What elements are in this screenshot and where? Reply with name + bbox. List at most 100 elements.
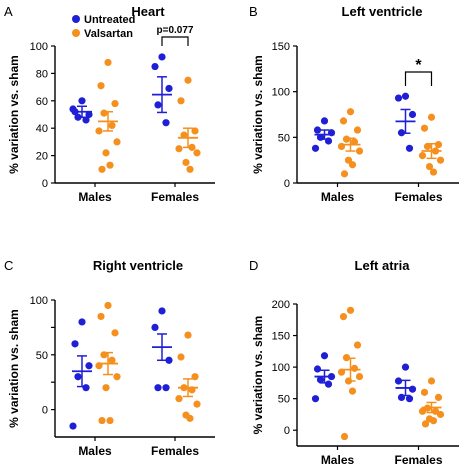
y-tick-label: 100: [272, 362, 290, 374]
data-point: [98, 416, 106, 425]
data-point: [320, 117, 329, 125]
data-point: [158, 307, 166, 315]
y-tick-label: 50: [36, 350, 48, 362]
x-tick-label: Females: [151, 444, 199, 458]
data-point: [71, 340, 79, 348]
data-point: [106, 161, 114, 169]
panel-letter: A: [4, 4, 13, 19]
data-point: [97, 82, 105, 90]
data-point: [111, 99, 119, 108]
data-point: [436, 410, 445, 419]
data-point: [434, 393, 443, 402]
data-point: [350, 364, 359, 372]
data-point: [151, 62, 159, 71]
data-point: [320, 352, 329, 360]
data-point: [425, 162, 434, 171]
data-point: [313, 365, 322, 373]
data-point: [353, 126, 362, 134]
data-point: [191, 127, 199, 135]
data-point: [162, 384, 170, 392]
data-point: [113, 138, 121, 146]
x-tick-label: Males: [321, 453, 355, 467]
data-point: [98, 165, 106, 173]
data-point: [429, 168, 438, 176]
data-point: [394, 94, 403, 102]
x-tick-label: Males: [78, 444, 112, 458]
y-tick-label: 150: [272, 331, 290, 343]
data-point: [339, 117, 348, 125]
significance-label: *: [415, 57, 422, 74]
data-point: [184, 331, 192, 339]
data-point: [311, 395, 320, 403]
data-point: [355, 147, 364, 155]
data-point: [102, 384, 110, 392]
data-point: [78, 97, 86, 105]
data-point: [405, 144, 414, 152]
data-point: [108, 121, 116, 130]
panel-title: Left ventricle: [342, 4, 423, 19]
y-tick-label: 100: [30, 295, 48, 307]
data-point: [85, 110, 93, 119]
x-tick-label: Females: [394, 190, 442, 204]
data-point: [102, 149, 110, 157]
data-point: [316, 376, 325, 384]
legend-label-valsartan: Valsartan: [84, 28, 133, 40]
x-tick-label: Females: [151, 190, 199, 204]
data-point: [405, 395, 414, 403]
data-point: [108, 356, 116, 364]
panel-a: A Heart 0 20 40 60 80 100 % variation vs. sham Ma…: [4, 4, 215, 204]
y-tick-label: 150: [272, 41, 290, 53]
data-point: [175, 395, 183, 403]
significance-label: p=0.077: [157, 25, 194, 36]
y-tick-label: 0: [284, 425, 290, 437]
data-point: [177, 353, 185, 361]
legend-label-untreated: Untreated: [84, 14, 135, 26]
data-point: [165, 356, 173, 364]
panel-d: D Left atria 0 50 100 150 200 % variation vs. s…: [249, 258, 459, 467]
data-point: [111, 329, 119, 337]
panel-letter: B: [249, 4, 258, 19]
data-point: [193, 149, 201, 157]
data-point: [353, 341, 362, 349]
panel-letter: C: [4, 258, 13, 273]
data-point: [436, 156, 445, 164]
data-point: [151, 323, 159, 331]
data-point: [340, 432, 349, 441]
data-point: [100, 109, 108, 117]
data-point: [408, 110, 417, 119]
data-point: [340, 170, 349, 178]
panel-b: B Left ventricle 0 50 100 150 % variation vs. …: [249, 4, 459, 204]
legend: Untreated Valsartan: [72, 14, 135, 40]
x-tick-label: Males: [321, 190, 355, 204]
x-tick-label: Males: [78, 190, 112, 204]
data-point: [165, 84, 173, 93]
data-point: [180, 131, 188, 139]
data-point: [104, 58, 112, 67]
data-point: [418, 152, 427, 160]
y-tick-label: 0: [284, 178, 290, 190]
data-point: [95, 127, 103, 135]
y-tick-label: 80: [36, 68, 48, 80]
data-point: [421, 420, 430, 428]
data-point: [348, 161, 357, 169]
y-tick-label: 50: [278, 132, 290, 144]
data-point: [175, 145, 183, 153]
data-point: [97, 312, 105, 321]
data-point: [346, 108, 355, 116]
data-point: [104, 301, 112, 310]
data-point: [69, 422, 77, 430]
y-tick-label: 100: [272, 87, 290, 99]
data-point: [182, 158, 190, 167]
y-tick-label: 50: [278, 394, 290, 406]
data-point: [420, 388, 429, 396]
data-point: [82, 384, 90, 392]
panel-letter: D: [249, 258, 258, 273]
y-tick-label: 20: [36, 151, 48, 163]
data-point: [177, 97, 185, 105]
data-point: [434, 141, 443, 149]
y-tick-label: 0: [42, 405, 48, 417]
data-point: [74, 373, 82, 381]
data-point: [355, 372, 364, 381]
data-point: [113, 373, 121, 381]
data-point: [401, 92, 410, 100]
